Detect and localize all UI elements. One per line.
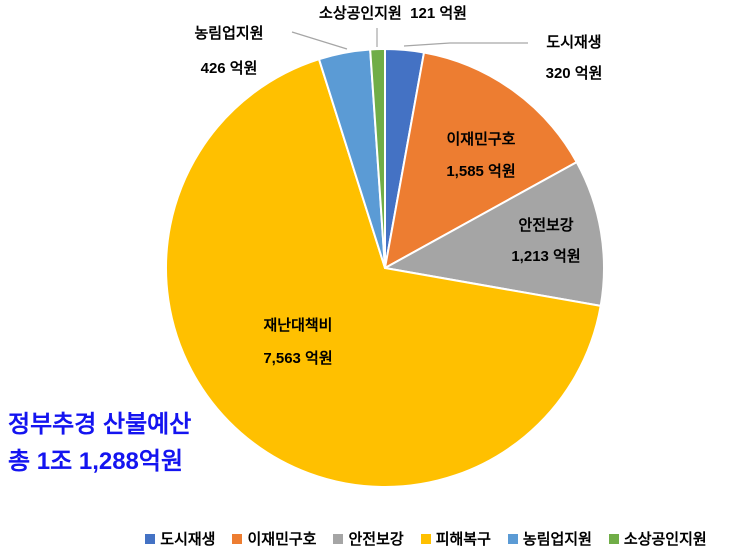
leader-line-urban-regeneration [403,42,528,47]
legend-marker-agri-forestry-support [507,533,518,544]
pie-slices [165,47,605,488]
legend-marker-small-business-support [608,533,619,544]
label-agri-forestry-support: 농림업지원 426 억원 [194,16,263,86]
legend-label-disaster-relief: 이재민구호 [247,531,317,548]
label-small-business-support: 소상공인지원 121 억원 [319,2,467,23]
legend-label-safety-reinforcement: 안전보강 [348,531,404,548]
label-safety-name: 안전보강 [518,217,574,234]
pie-slice-small-business-support [369,47,386,269]
legend-item-safety-reinforcement: 안전보강 [333,528,404,549]
total-caption-line2: 총 1조 1,288억원 [8,448,184,475]
pie-slice-safety-reinforcement [384,161,605,307]
label-urban-regeneration: 도시재생 320 억원 [546,27,603,89]
label-safety-reinforcement: 안전보강 1,213 억원 [511,210,580,272]
leader-line-agri-forestry-support [291,31,348,50]
label-disaster-relief: 이재민구호 1,585 억원 [446,124,515,188]
label-recovery-value: 7,563 억원 [263,350,333,367]
label-agri-name: 농림업지원 [194,25,264,42]
pie-slice-damage-recovery [165,58,602,488]
legend-item-small-business-support: 소상공인지원 [608,528,707,549]
label-small-business-value: 121 억원 [410,5,467,22]
pie-slice-disaster-relief [384,51,578,269]
legend-item-disaster-relief: 이재민구호 [232,528,316,549]
legend-item-agri-forestry-support: 농림업지원 [507,528,592,549]
legend-marker-damage-recovery [420,533,431,544]
legend-item-urban-regeneration: 도시재생 [145,528,215,549]
legend-label-urban-regeneration: 도시재생 [160,531,216,548]
total-caption: 정부추경 산불예산 총 1조 1,288억원 [8,406,191,480]
legend: 도시재생 이재민구호 안전보강 피해복구 농림업지원 소상공인지원 [118,528,734,549]
legend-label-damage-recovery: 피해복구 [435,531,491,548]
label-safety-value: 1,213 억원 [511,248,581,265]
label-urban-value: 320 억원 [545,65,603,82]
label-relief-name: 이재민구호 [446,131,516,148]
legend-item-damage-recovery: 피해복구 [420,528,491,549]
label-recovery-name: 재난대책비 [263,317,333,334]
label-agri-value: 426 억원 [200,60,258,77]
legend-marker-safety-reinforcement [333,533,344,544]
label-relief-value: 1,585 억원 [446,163,516,180]
leader-lines [291,28,528,50]
total-caption-line1: 정부추경 산불예산 [8,411,192,438]
label-urban-name: 도시재생 [546,34,602,51]
legend-label-agri-forestry-support: 농림업지원 [522,531,592,548]
legend-label-small-business-support: 소상공인지원 [623,531,707,548]
legend-marker-disaster-relief [232,533,243,544]
label-damage-recovery: 재난대책비 7,563 억원 [263,309,332,375]
legend-marker-urban-regeneration [145,533,156,544]
label-small-business-name: 소상공인지원 [319,5,402,22]
